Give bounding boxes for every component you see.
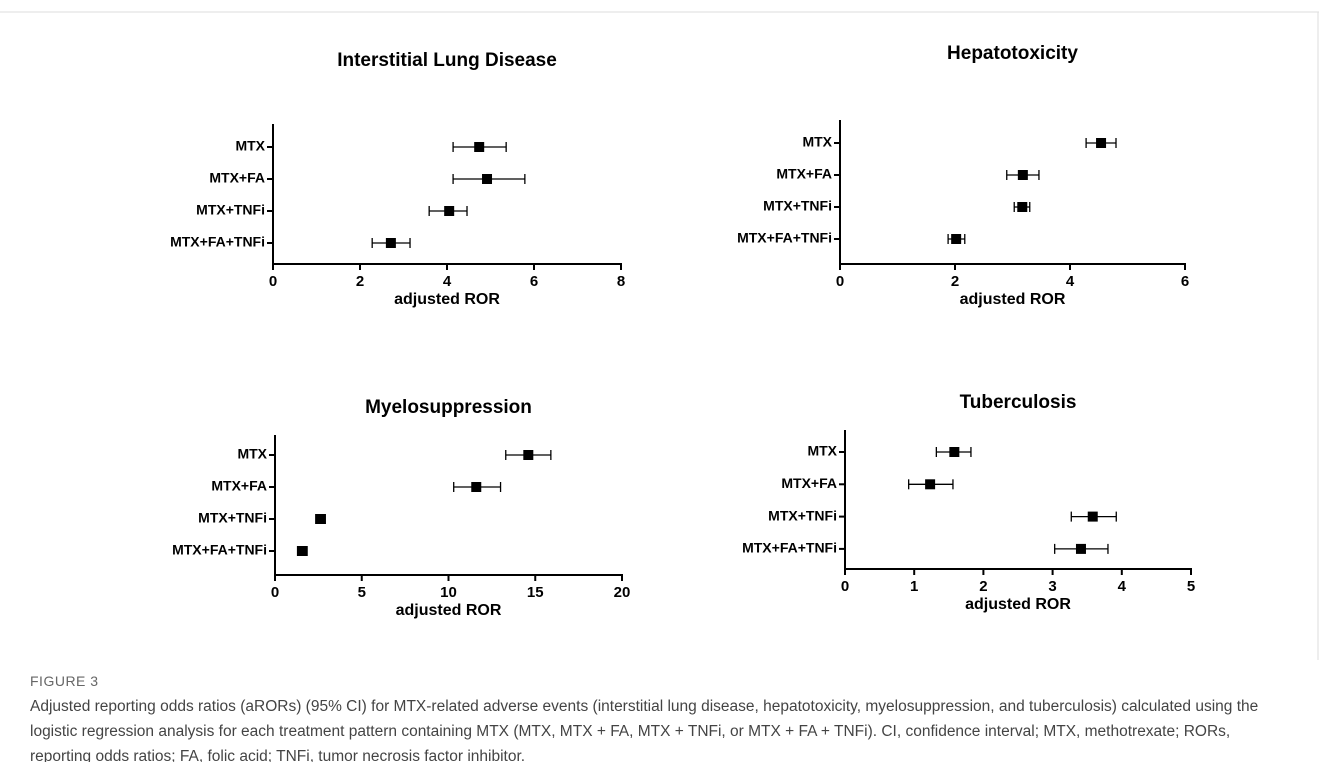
point-estimate <box>925 479 936 490</box>
point-estimate <box>523 450 534 460</box>
x-tick-label: 6 <box>1181 273 1189 290</box>
point-estimate <box>444 206 455 216</box>
y-tick-label: MTX <box>235 138 265 154</box>
y-tick-label: MTX <box>237 446 267 462</box>
x-tick-label: 4 <box>443 273 452 290</box>
point-estimate <box>1017 202 1028 212</box>
point-estimate <box>315 514 326 524</box>
point-estimate <box>1075 543 1086 554</box>
point-estimate <box>385 238 396 248</box>
x-tick-label: 2 <box>951 273 959 290</box>
y-tick-label: MTX+FA <box>781 475 837 491</box>
point-estimate <box>1087 511 1098 522</box>
y-tick-label: MTX <box>807 443 837 459</box>
point-estimate <box>1096 138 1107 148</box>
x-tick-label: 2 <box>979 578 987 595</box>
x-tick-label: 15 <box>527 584 544 601</box>
point-estimate <box>471 482 482 492</box>
x-tick-label: 0 <box>271 584 279 601</box>
x-tick-label: 4 <box>1066 273 1075 290</box>
y-tick-label: MTX+TNFi <box>763 198 832 214</box>
y-tick-label: MTX+FA+TNFi <box>170 234 265 250</box>
y-tick-label: MTX+FA <box>211 478 267 494</box>
panel-title: Myelosuppression <box>365 397 532 418</box>
y-tick-label: MTX <box>802 134 832 150</box>
x-axis-label: adjusted ROR <box>394 291 500 308</box>
point-estimate <box>297 546 308 556</box>
x-axis-label: adjusted ROR <box>965 596 1071 613</box>
panel-title: Hepatotoxicity <box>947 43 1078 64</box>
x-axis-label: adjusted ROR <box>396 602 502 619</box>
y-tick-label: MTX+FA <box>209 170 265 186</box>
point-estimate <box>951 234 962 244</box>
x-tick-label: 20 <box>614 584 631 601</box>
y-tick-label: MTX+FA+TNFi <box>742 540 837 556</box>
x-tick-label: 0 <box>841 578 849 595</box>
x-tick-label: 4 <box>1118 578 1127 595</box>
x-tick-label: 8 <box>617 273 625 290</box>
figure-label: FIGURE 3 <box>30 673 99 689</box>
x-tick-label: 5 <box>1187 578 1195 595</box>
x-tick-label: 0 <box>269 273 277 290</box>
y-tick-label: MTX+TNFi <box>196 202 265 218</box>
y-tick-label: MTX+TNFi <box>768 507 837 523</box>
panel-title: Tuberculosis <box>960 392 1077 413</box>
x-tick-label: 3 <box>1048 578 1056 595</box>
point-estimate <box>474 142 485 152</box>
point-estimate <box>949 447 960 457</box>
x-tick-label: 0 <box>836 273 844 290</box>
x-tick-label: 2 <box>356 273 364 290</box>
figure-caption: Adjusted reporting odds ratios (aRORs) (… <box>30 698 1259 762</box>
x-tick-label: 10 <box>440 584 457 601</box>
x-tick-label: 5 <box>358 584 366 601</box>
x-tick-label: 6 <box>530 273 538 290</box>
y-tick-label: MTX+FA+TNFi <box>737 230 832 246</box>
x-tick-label: 1 <box>910 578 918 595</box>
y-tick-label: MTX+FA <box>776 166 832 182</box>
y-tick-label: MTX+FA+TNFi <box>172 542 267 558</box>
point-estimate <box>482 174 493 184</box>
point-estimate <box>1017 170 1028 180</box>
y-tick-label: MTX+TNFi <box>198 510 267 526</box>
x-axis-label: adjusted ROR <box>960 291 1066 308</box>
panel-title: Interstitial Lung Disease <box>337 50 557 71</box>
